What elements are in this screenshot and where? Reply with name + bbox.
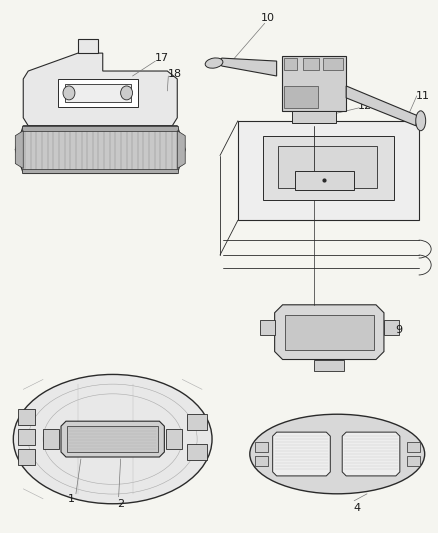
Polygon shape	[18, 449, 35, 465]
Text: 10: 10	[261, 13, 275, 23]
Bar	[323, 58, 343, 70]
Text: 2: 2	[117, 499, 124, 509]
Text: 12: 12	[358, 101, 372, 111]
Bar	[285, 315, 374, 350]
Ellipse shape	[13, 375, 212, 504]
Polygon shape	[342, 432, 400, 476]
Text: 18: 18	[168, 69, 182, 79]
Text: 11: 11	[416, 91, 430, 101]
Bar	[407, 456, 420, 466]
Bar	[67, 426, 159, 452]
Bar	[407, 442, 420, 452]
Bar	[283, 58, 297, 70]
Bar	[283, 86, 318, 108]
Polygon shape	[314, 360, 344, 372]
Text: 1: 1	[67, 494, 74, 504]
Polygon shape	[346, 86, 418, 126]
Polygon shape	[187, 414, 207, 430]
Bar	[58, 79, 138, 107]
Polygon shape	[238, 121, 419, 220]
Polygon shape	[187, 444, 207, 460]
Bar	[255, 442, 268, 452]
Polygon shape	[18, 429, 35, 445]
Polygon shape	[282, 56, 346, 111]
Ellipse shape	[63, 86, 75, 100]
Polygon shape	[384, 320, 399, 335]
Bar	[304, 58, 319, 70]
Polygon shape	[292, 111, 336, 123]
Polygon shape	[61, 421, 164, 457]
Polygon shape	[263, 136, 394, 200]
Bar	[22, 126, 178, 131]
Polygon shape	[278, 146, 377, 188]
Bar	[294, 171, 354, 190]
Ellipse shape	[120, 86, 133, 100]
Polygon shape	[260, 320, 275, 335]
Polygon shape	[177, 131, 185, 168]
Bar	[22, 168, 178, 173]
Polygon shape	[23, 53, 177, 126]
Polygon shape	[43, 429, 59, 449]
Ellipse shape	[416, 111, 426, 131]
Polygon shape	[15, 131, 23, 168]
Polygon shape	[166, 429, 182, 449]
Text: 17: 17	[155, 53, 170, 63]
Polygon shape	[273, 432, 330, 476]
Text: 9: 9	[395, 325, 403, 335]
Bar	[255, 456, 268, 466]
Polygon shape	[78, 39, 98, 53]
Bar	[65, 84, 131, 102]
Polygon shape	[18, 409, 35, 425]
Polygon shape	[15, 126, 185, 173]
Ellipse shape	[250, 414, 425, 494]
Ellipse shape	[205, 58, 223, 68]
Polygon shape	[217, 58, 277, 76]
Polygon shape	[275, 305, 384, 360]
Text: 4: 4	[353, 503, 360, 513]
